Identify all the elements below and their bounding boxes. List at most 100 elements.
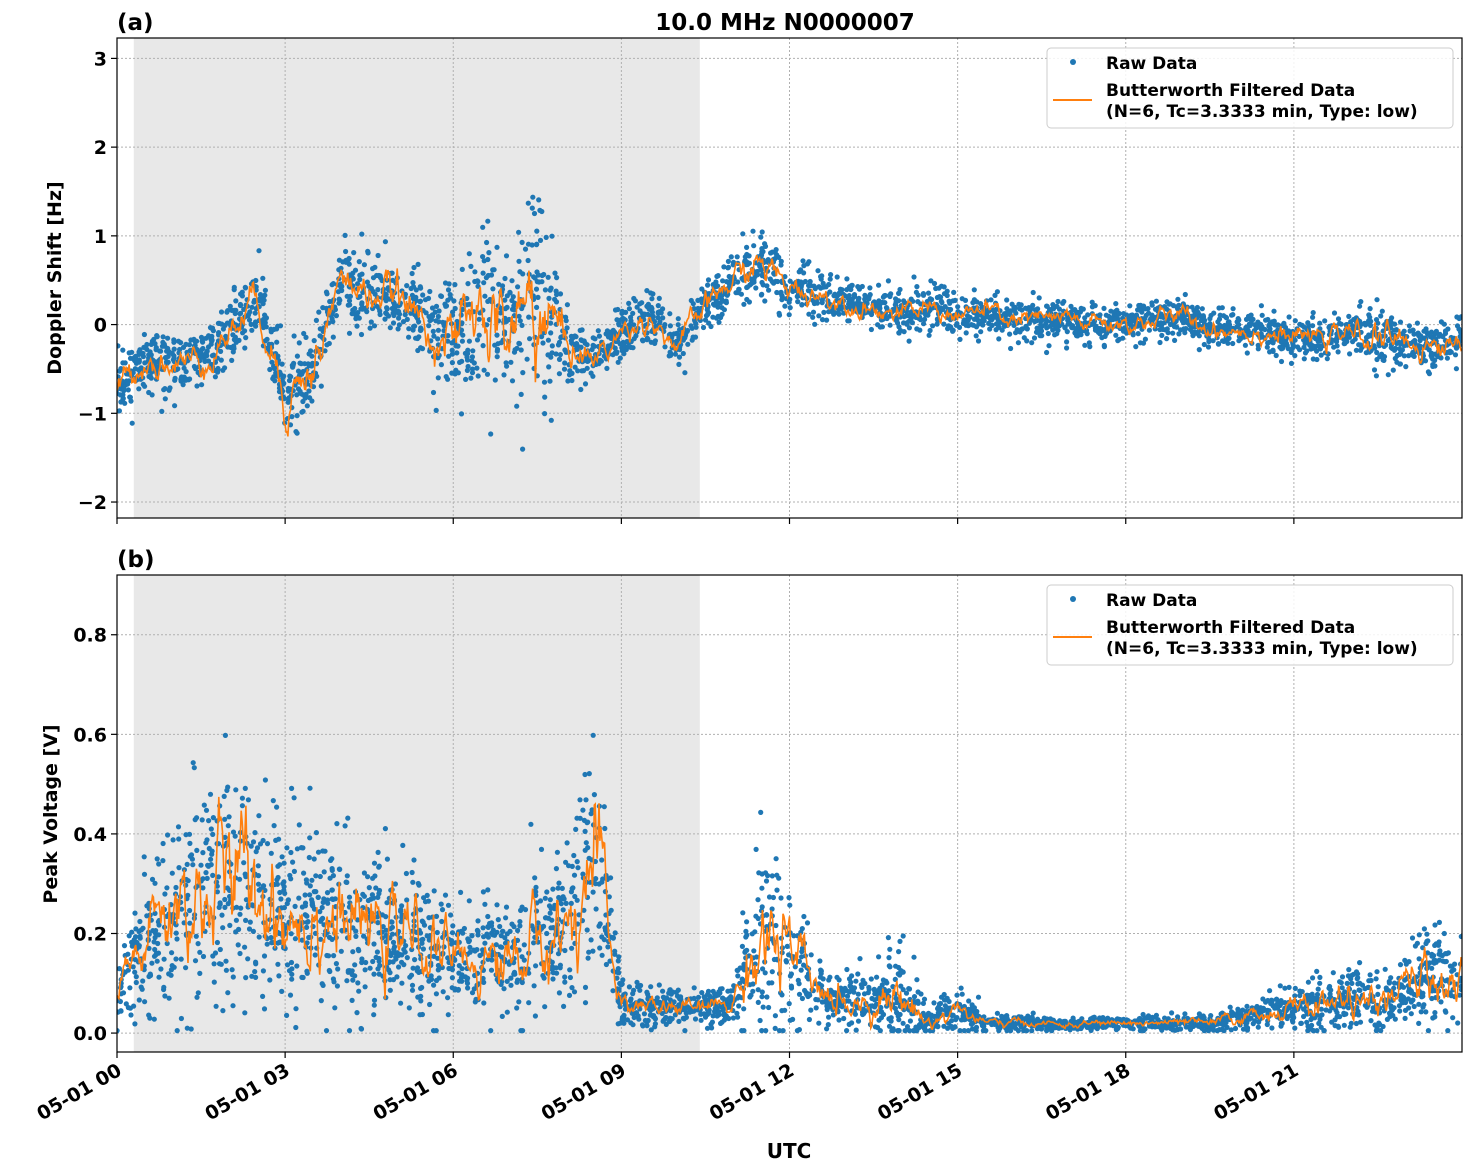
raw-point xyxy=(773,922,779,929)
raw-point xyxy=(874,974,880,980)
raw-point xyxy=(695,297,701,303)
raw-point xyxy=(1266,328,1272,334)
raw-point xyxy=(147,373,153,379)
raw-point xyxy=(1073,310,1079,316)
raw-point xyxy=(1044,1028,1050,1034)
raw-point xyxy=(174,1028,180,1034)
raw-point xyxy=(921,996,928,1002)
raw-point xyxy=(758,266,764,272)
raw-point xyxy=(1199,306,1205,312)
raw-point xyxy=(1047,323,1053,329)
raw-point xyxy=(164,940,170,947)
raw-point xyxy=(740,910,746,916)
raw-point xyxy=(1089,304,1095,310)
raw-point xyxy=(253,959,259,965)
raw-point xyxy=(682,1028,688,1034)
raw-point xyxy=(744,244,750,250)
raw-point xyxy=(1178,327,1184,333)
raw-point xyxy=(171,339,177,345)
raw-point xyxy=(427,288,433,295)
raw-point xyxy=(1444,355,1450,361)
raw-point xyxy=(946,298,952,304)
raw-point xyxy=(192,958,199,964)
raw-point xyxy=(489,957,495,963)
raw-point xyxy=(782,303,788,309)
raw-point xyxy=(198,354,204,360)
raw-point xyxy=(446,353,452,359)
raw-point xyxy=(1334,343,1340,349)
raw-point xyxy=(352,305,358,312)
raw-point xyxy=(1089,321,1095,327)
raw-point xyxy=(445,338,451,344)
raw-point xyxy=(831,311,837,317)
raw-point xyxy=(1039,317,1045,324)
raw-point xyxy=(222,322,228,328)
raw-point xyxy=(751,243,757,249)
raw-point xyxy=(562,979,568,985)
raw-point xyxy=(457,359,463,365)
raw-point xyxy=(331,953,337,959)
raw-point xyxy=(329,866,335,872)
raw-point xyxy=(400,319,407,325)
y-tick-label: 0.0 xyxy=(73,1023,107,1045)
raw-point xyxy=(1037,333,1043,339)
raw-point xyxy=(122,360,128,366)
raw-point xyxy=(610,327,616,333)
raw-point xyxy=(816,313,822,319)
raw-point xyxy=(485,887,491,893)
raw-point xyxy=(619,981,625,987)
raw-point xyxy=(657,319,663,325)
raw-point xyxy=(819,317,826,323)
raw-point xyxy=(218,309,225,315)
raw-point xyxy=(480,270,486,276)
raw-point xyxy=(349,997,355,1004)
raw-point xyxy=(358,331,365,338)
raw-point xyxy=(306,854,312,861)
raw-point xyxy=(713,279,719,285)
raw-point xyxy=(1342,340,1348,346)
raw-point xyxy=(125,387,131,393)
raw-point xyxy=(218,348,224,354)
raw-point xyxy=(537,207,543,213)
raw-point xyxy=(270,376,276,382)
raw-point xyxy=(705,277,712,283)
raw-point xyxy=(755,272,761,278)
raw-point xyxy=(715,273,721,279)
raw-point xyxy=(117,408,122,414)
raw-point xyxy=(171,346,177,352)
raw-point xyxy=(290,364,296,370)
raw-point xyxy=(1064,339,1070,345)
raw-point xyxy=(264,941,270,947)
raw-point xyxy=(274,339,280,345)
raw-point xyxy=(649,296,655,302)
raw-point xyxy=(758,809,764,816)
raw-point xyxy=(295,368,302,374)
raw-point xyxy=(685,341,691,347)
raw-point xyxy=(548,285,554,291)
raw-point xyxy=(1382,966,1388,972)
raw-point xyxy=(422,297,429,303)
raw-point xyxy=(1099,335,1105,341)
legend-raw-label: Raw Data xyxy=(1106,54,1197,74)
raw-point xyxy=(470,348,476,354)
raw-point xyxy=(239,289,245,295)
raw-point xyxy=(646,306,652,312)
raw-point xyxy=(590,373,596,379)
raw-point xyxy=(893,995,899,1002)
raw-point xyxy=(1458,987,1462,993)
raw-point xyxy=(1258,303,1264,309)
raw-point xyxy=(162,355,169,361)
raw-point xyxy=(508,359,514,365)
raw-point xyxy=(584,365,590,371)
raw-point xyxy=(294,353,300,359)
raw-point xyxy=(1121,311,1127,317)
raw-point xyxy=(1062,325,1068,331)
raw-point xyxy=(235,942,241,948)
raw-point xyxy=(1157,339,1163,346)
raw-point xyxy=(667,323,674,329)
raw-point xyxy=(1432,922,1438,928)
raw-point xyxy=(231,284,237,290)
raw-point xyxy=(452,305,458,312)
raw-point xyxy=(404,283,410,289)
raw-point xyxy=(267,366,273,373)
